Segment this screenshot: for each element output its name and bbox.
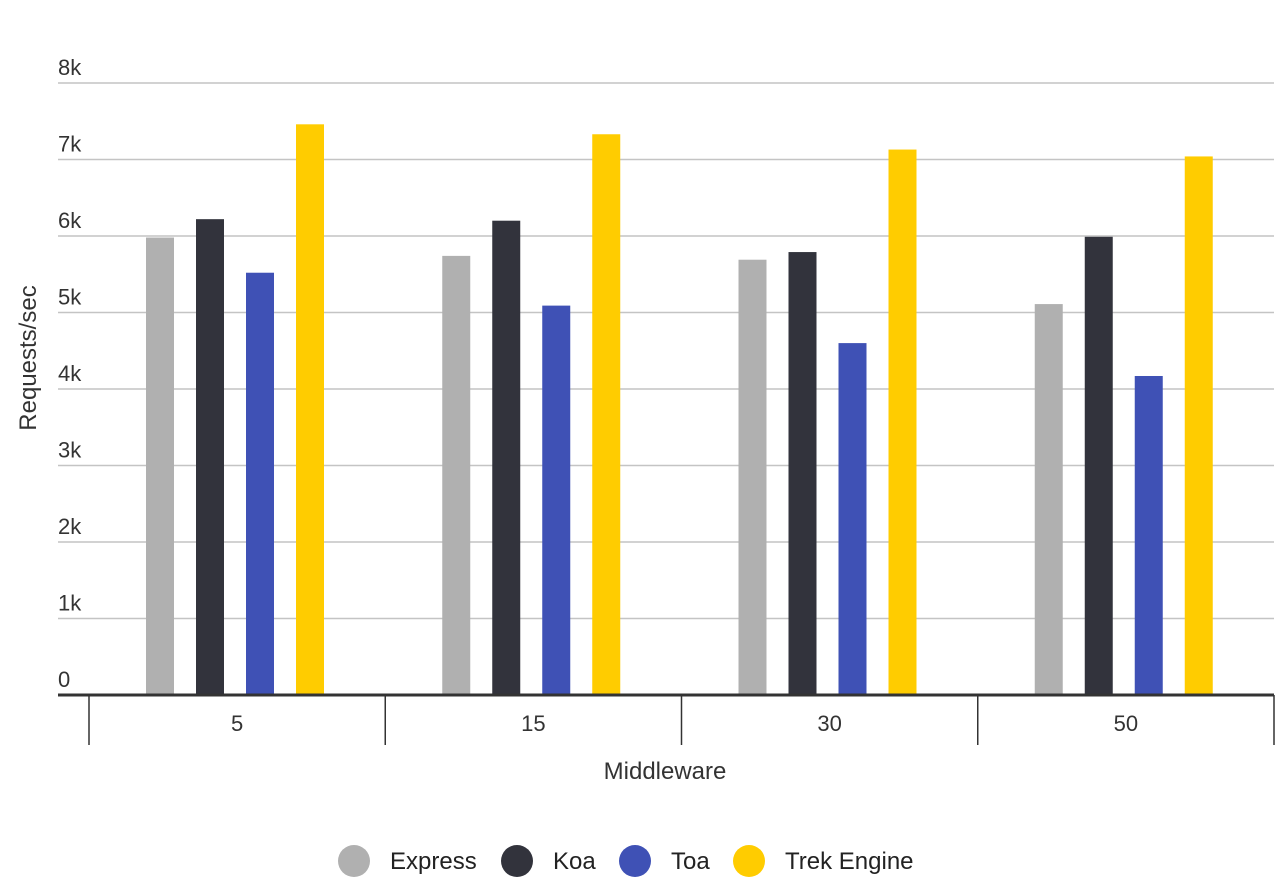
bar-trek-engine-15 — [592, 134, 621, 695]
x-tick-label: 5 — [231, 711, 243, 736]
legend-swatch-toa — [619, 845, 651, 877]
bar-toa-30 — [838, 343, 867, 695]
bar-express-50 — [1034, 304, 1063, 695]
y-tick-label: 3k — [58, 438, 82, 463]
y-tick-label: 5k — [58, 285, 82, 310]
bar-express-15 — [442, 255, 471, 695]
bar-koa-50 — [1084, 236, 1113, 695]
bar-express-5 — [146, 237, 174, 695]
x-axis: 5 15 30 50 — [58, 693, 1275, 745]
legend-label-toa: Toa — [671, 848, 710, 875]
legend-swatch-express — [338, 845, 370, 877]
bars — [146, 124, 1213, 696]
bar-trek-engine-5 — [296, 124, 324, 695]
bar-express-30 — [738, 259, 767, 695]
y-tick-label: 2k — [58, 514, 82, 539]
y-tick-label: 8k — [58, 55, 82, 80]
legend-label-trek-engine: Trek Engine — [785, 848, 914, 875]
bar-trek-engine-30 — [888, 149, 917, 695]
bar-koa-30 — [788, 252, 817, 695]
bar-trek-engine-50 — [1184, 156, 1213, 695]
legend-label-express: Express — [390, 848, 477, 875]
bar-toa-5 — [246, 272, 274, 695]
bar-koa-15 — [492, 220, 521, 695]
legend-label-koa: Koa — [553, 848, 596, 875]
x-tick-label: 30 — [817, 711, 841, 736]
y-tick-label: 0 — [58, 667, 70, 692]
x-axis-title: Middleware — [604, 758, 727, 785]
x-tick-label: 50 — [1114, 711, 1138, 736]
bar-toa-15 — [542, 305, 571, 695]
y-tick-label: 4k — [58, 361, 82, 386]
bar-koa-5 — [196, 219, 224, 696]
y-tick-label: 1k — [58, 591, 82, 616]
y-tick-label: 6k — [58, 208, 82, 233]
x-tick-label: 15 — [521, 711, 545, 736]
legend-swatch-koa — [501, 845, 533, 877]
legend: Express Koa Toa Trek Engine — [338, 845, 914, 877]
y-tick-label: 7k — [58, 132, 82, 157]
bar-toa-50 — [1134, 375, 1163, 695]
y-tick-labels: 0 1k 2k 3k 4k 5k 6k 7k 8k — [58, 55, 82, 692]
legend-swatch-trek-engine — [733, 845, 765, 877]
y-axis-title: Requests/sec — [15, 285, 42, 430]
